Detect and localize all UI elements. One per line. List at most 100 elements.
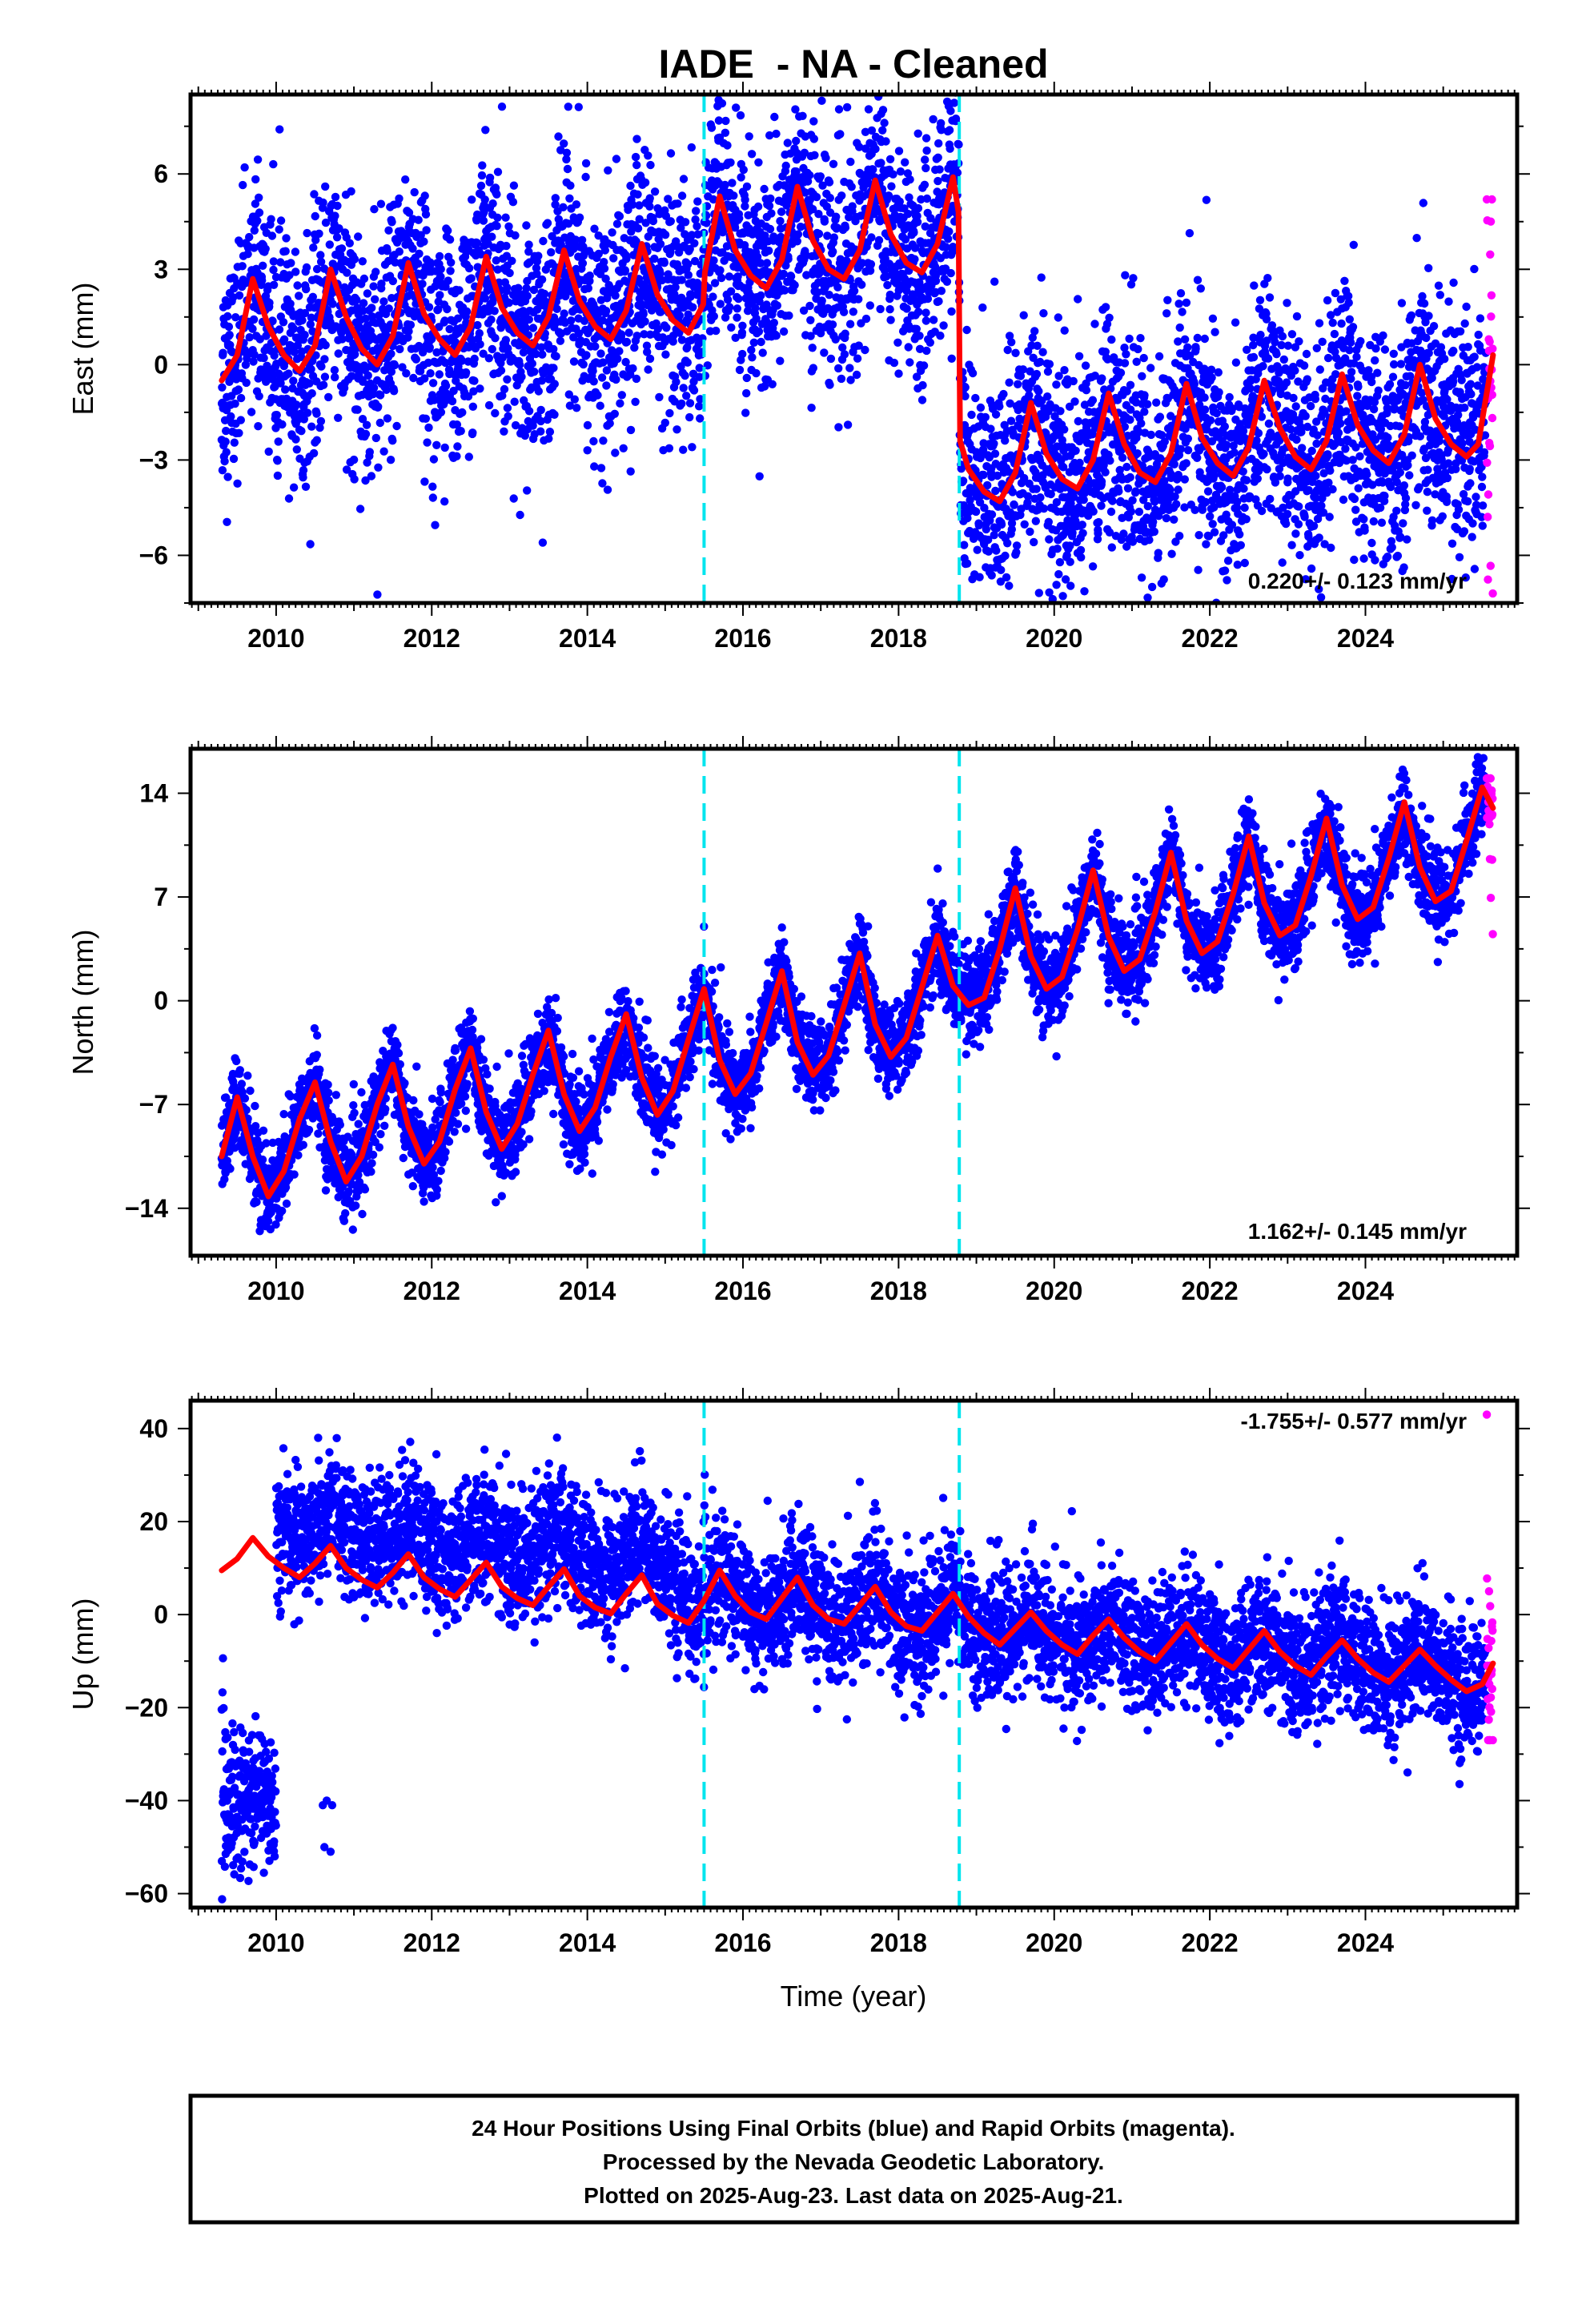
final-orbit-point <box>687 231 697 239</box>
final-orbit-point <box>367 304 376 312</box>
final-orbit-point <box>402 369 411 378</box>
final-orbit-point <box>640 330 648 339</box>
final-orbit-point <box>677 275 686 284</box>
final-orbit-point <box>633 224 643 233</box>
final-orbit-point <box>1018 365 1028 374</box>
final-orbit-point <box>776 356 785 365</box>
final-orbit-point <box>1134 507 1144 517</box>
final-orbit-point <box>1090 320 1099 328</box>
final-orbit-point <box>498 353 507 362</box>
final-orbit-point <box>1183 434 1193 443</box>
final-orbit-point <box>520 431 529 440</box>
final-orbit-point <box>913 218 922 227</box>
final-orbit-point <box>901 158 909 167</box>
final-orbit-point <box>511 420 520 430</box>
final-orbit-point <box>287 259 295 267</box>
final-orbit-point <box>1330 329 1339 339</box>
final-orbit-point <box>945 126 954 135</box>
final-orbit-point <box>887 182 896 191</box>
final-orbit-point <box>732 103 741 112</box>
final-orbit-point <box>275 125 284 134</box>
final-orbit-point <box>817 296 826 305</box>
final-orbit-point <box>311 235 320 244</box>
final-orbit-point <box>504 298 513 308</box>
final-orbit-point <box>915 332 924 340</box>
final-orbit-point <box>359 306 367 316</box>
final-orbit-point <box>1289 393 1298 403</box>
final-orbit-point <box>596 464 606 472</box>
final-orbit-point <box>324 392 333 402</box>
final-orbit-point <box>291 267 300 276</box>
final-orbit-point <box>523 486 532 495</box>
final-orbit-point <box>590 462 599 471</box>
final-orbit-point <box>745 247 754 257</box>
final-orbit-point <box>1167 549 1176 558</box>
final-orbit-point <box>547 247 556 257</box>
final-orbit-point <box>384 304 393 313</box>
final-orbit-point <box>221 437 230 446</box>
final-orbit-point <box>292 445 301 454</box>
final-orbit-point <box>250 226 259 235</box>
final-orbit-point <box>688 443 697 452</box>
final-orbit-point <box>600 264 609 273</box>
final-orbit-point <box>1287 330 1297 339</box>
final-orbit-point <box>947 354 956 363</box>
final-orbit-point <box>1202 540 1211 549</box>
final-orbit-point <box>833 283 842 292</box>
final-orbit-point <box>1180 475 1190 484</box>
final-orbit-point <box>519 348 528 357</box>
final-orbit-point <box>458 408 467 417</box>
final-orbit-point <box>464 392 473 401</box>
final-orbit-point <box>974 521 984 530</box>
final-orbit-point <box>504 412 512 420</box>
final-orbit-point <box>537 376 546 385</box>
final-orbit-point <box>997 565 1006 574</box>
final-orbit-point <box>387 218 396 227</box>
final-orbit-point <box>757 291 765 300</box>
final-orbit-point <box>640 267 649 275</box>
final-orbit-point <box>440 497 449 506</box>
final-orbit-point <box>809 117 818 126</box>
final-orbit-point <box>464 452 473 461</box>
final-orbit-point <box>1283 474 1292 483</box>
final-orbit-point <box>742 182 752 191</box>
final-orbit-point <box>396 344 404 354</box>
final-orbit-point <box>1360 526 1369 535</box>
final-orbit-point <box>1254 428 1263 438</box>
final-orbit-point <box>528 324 538 332</box>
final-orbit-point <box>251 199 260 208</box>
final-orbit-point <box>581 172 590 182</box>
final-orbit-point <box>445 324 454 334</box>
final-orbit-point <box>633 190 642 199</box>
final-orbit-point <box>949 243 958 251</box>
final-orbit-point <box>922 346 931 356</box>
final-orbit-point <box>716 300 725 308</box>
final-orbit-point <box>1323 296 1332 305</box>
final-orbit-point <box>1291 366 1299 375</box>
final-orbit-point <box>929 115 938 124</box>
final-orbit-point <box>371 433 380 443</box>
final-orbit-point <box>488 199 497 208</box>
final-orbit-point <box>319 380 328 389</box>
final-orbit-point <box>837 191 846 200</box>
final-orbit-point <box>748 230 757 239</box>
final-orbit-point <box>1014 380 1022 388</box>
final-orbit-point <box>1147 582 1157 592</box>
final-orbit-point <box>951 115 961 123</box>
final-orbit-point <box>1052 581 1061 589</box>
final-orbit-point <box>904 209 913 219</box>
final-orbit-point <box>223 517 231 526</box>
final-orbit-point <box>574 329 584 338</box>
final-orbit-point <box>709 292 717 301</box>
final-orbit-point <box>934 297 943 306</box>
final-orbit-point <box>425 343 434 352</box>
final-orbit-point <box>243 250 252 259</box>
final-orbit-point <box>946 144 954 153</box>
final-orbit-point <box>565 194 574 203</box>
final-orbit-point <box>373 590 382 599</box>
final-orbit-point <box>820 348 829 357</box>
final-orbit-point <box>335 309 343 319</box>
final-orbit-point <box>505 268 514 278</box>
final-orbit-point <box>250 350 259 359</box>
final-orbit-point <box>282 234 291 243</box>
